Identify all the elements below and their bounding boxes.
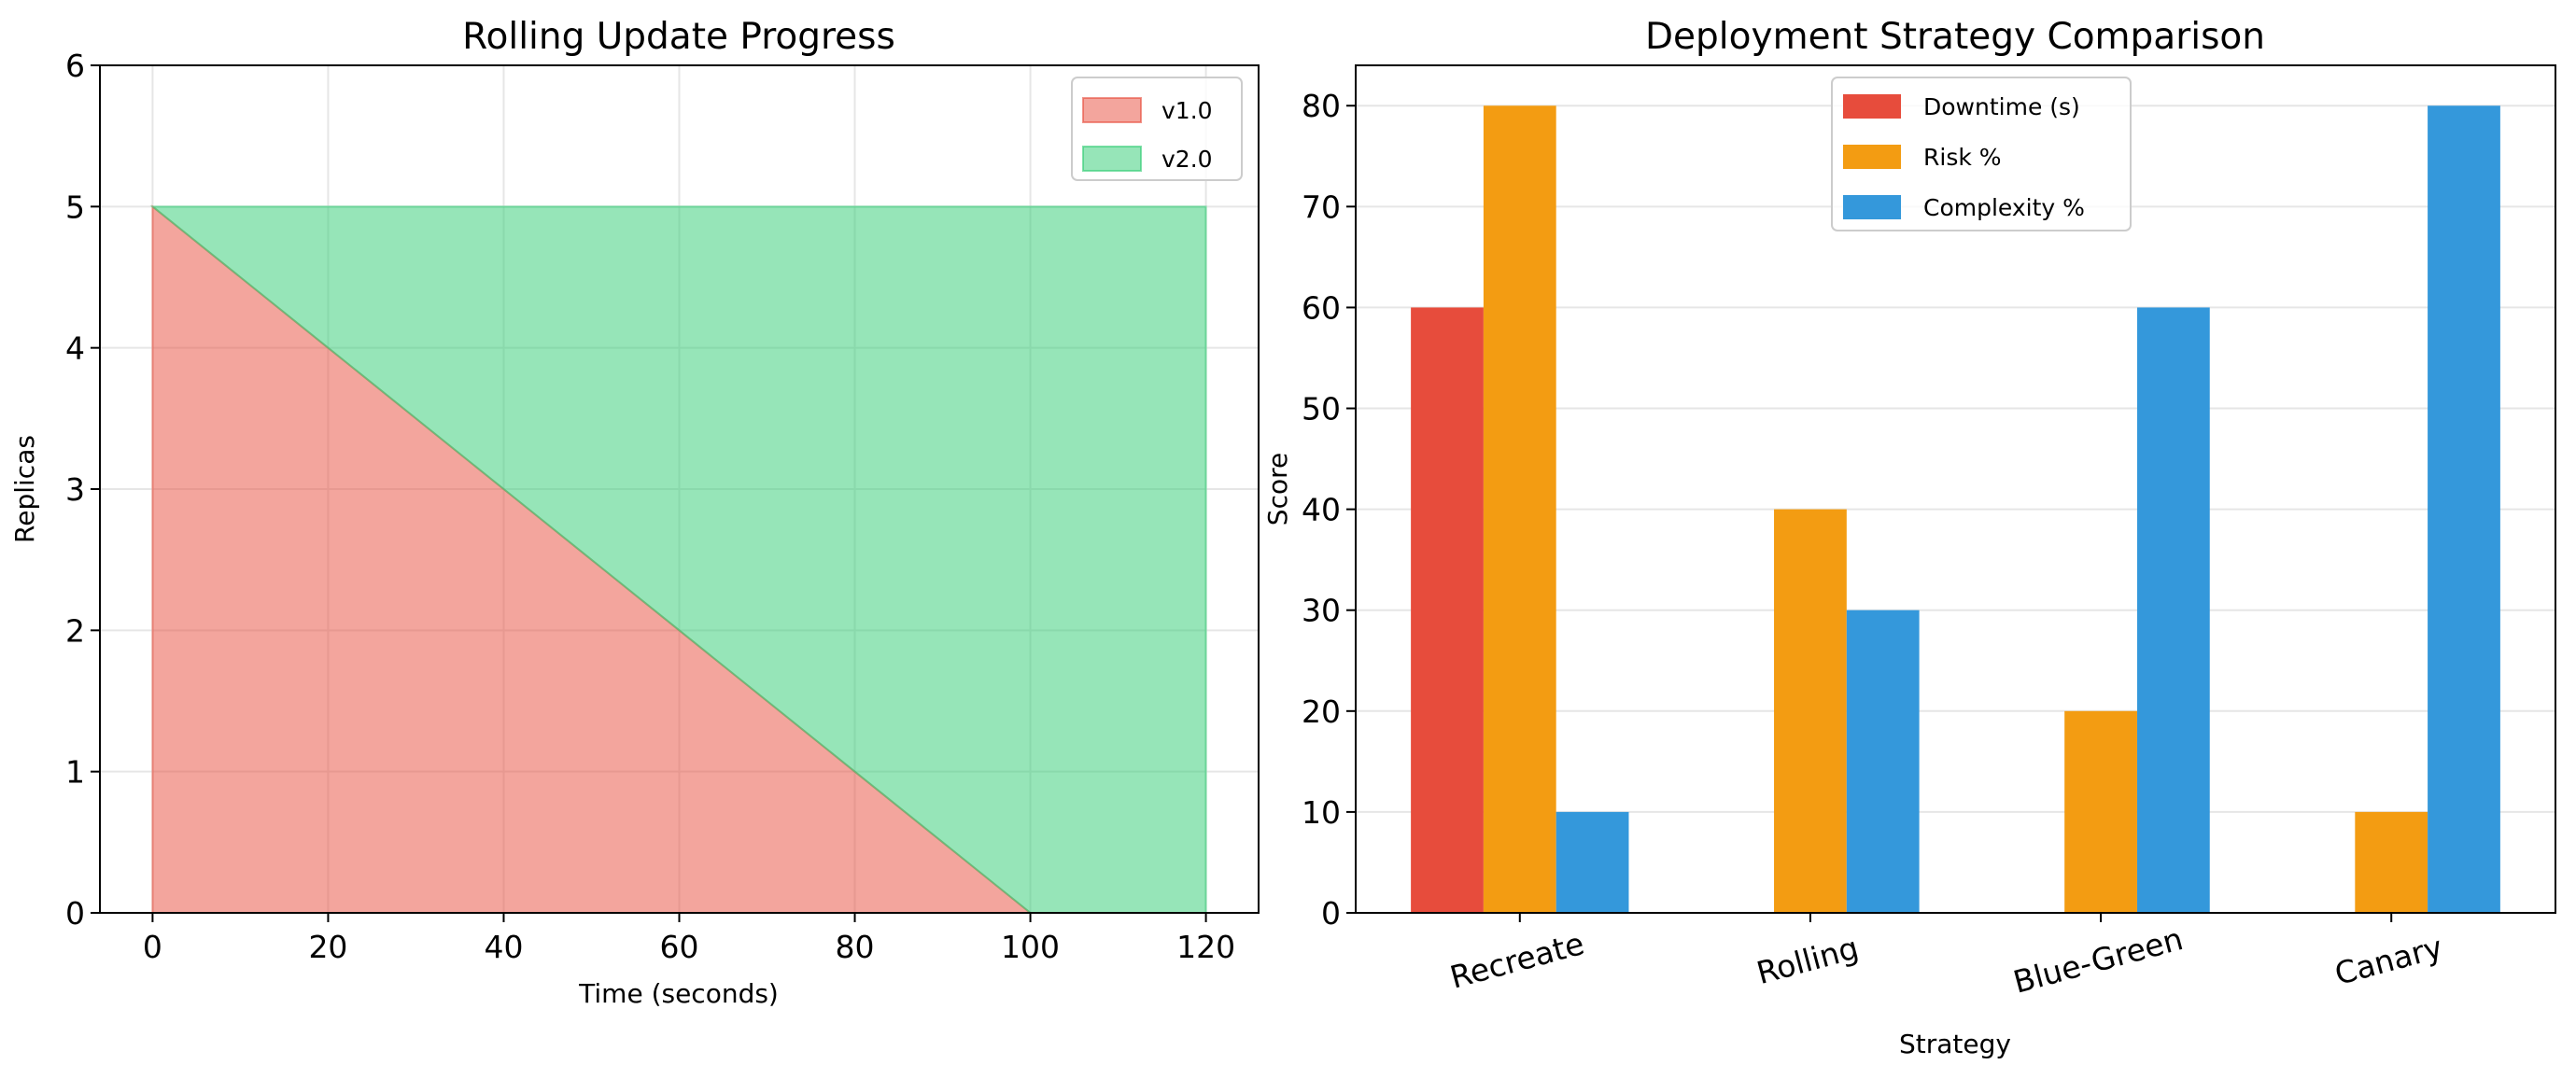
- y-tick-label: 80: [1302, 88, 1341, 124]
- x-tick-label: 80: [836, 929, 875, 965]
- y-tick-label: 2: [65, 612, 85, 649]
- y-tick-label: 50: [1302, 391, 1341, 427]
- x-tick-label: 120: [1176, 929, 1235, 965]
- bar-complexity: [2428, 105, 2500, 913]
- bar-risk: [2355, 811, 2428, 913]
- y-axis-label: Replicas: [9, 435, 40, 543]
- y-tick-label: 70: [1302, 189, 1341, 225]
- legend-box: [1831, 77, 2132, 231]
- x-tick-label: Rolling: [1753, 930, 1862, 991]
- x-tick-label: 40: [484, 929, 523, 965]
- y-tick-label: 0: [65, 895, 85, 932]
- legend-label: Risk %: [1923, 144, 2002, 171]
- y-tick-label: 3: [65, 471, 85, 508]
- bar-risk: [1774, 509, 1847, 913]
- x-tick-label: 60: [660, 929, 699, 965]
- x-axis-label: Time (seconds): [578, 978, 779, 1009]
- legend-label: v1.0: [1161, 97, 1213, 124]
- y-tick-label: 1: [65, 754, 85, 791]
- x-tick-label: 20: [308, 929, 347, 965]
- y-axis-label: Score: [1262, 453, 1293, 525]
- legend-label: Downtime (s): [1923, 93, 2080, 120]
- x-tick-label: Blue-Green: [2009, 920, 2187, 1001]
- y-tick-label: 4: [65, 330, 85, 367]
- legend-swatch: [1843, 145, 1901, 169]
- x-tick-label: 100: [1001, 929, 1060, 965]
- y-tick-label: 6: [65, 48, 85, 84]
- area-v20: [149, 205, 1207, 914]
- legend-swatch: [1082, 146, 1142, 172]
- bar-complexity: [1846, 610, 1920, 913]
- y-tick-label: 0: [1321, 895, 1341, 932]
- bar-complexity: [2136, 307, 2210, 913]
- y-tick-label: 10: [1302, 794, 1341, 831]
- x-tick-label: Recreate: [1446, 925, 1588, 996]
- bar-complexity: [1555, 811, 1629, 913]
- x-axis-label: Strategy: [1899, 1029, 2011, 1059]
- legend-swatch: [1843, 195, 1901, 219]
- y-tick-label: 60: [1302, 289, 1341, 326]
- plot-frame: [99, 64, 1260, 914]
- y-tick-label: 30: [1302, 593, 1341, 629]
- legend-swatch: [1082, 97, 1142, 123]
- y-tick-label: 40: [1302, 492, 1341, 528]
- bar-downtimes: [1411, 307, 1484, 913]
- plot-frame: [1355, 64, 2556, 914]
- bar-risk: [1483, 105, 1556, 913]
- legend-label: v2.0: [1161, 146, 1213, 173]
- chart-title: Rolling Update Progress: [462, 16, 895, 58]
- legend-swatch: [1843, 94, 1901, 119]
- legend-label: Complexity %: [1923, 194, 2085, 221]
- chart-title: Deployment Strategy Comparison: [1645, 16, 2265, 58]
- bar-risk: [2064, 710, 2137, 913]
- y-tick-label: 5: [65, 189, 85, 225]
- y-tick-label: 20: [1302, 694, 1341, 730]
- x-tick-label: Canary: [2330, 929, 2446, 992]
- strategy-comparison-chart: Deployment Strategy Comparison Strategy …: [1262, 16, 2556, 1059]
- x-tick-label: 0: [143, 929, 162, 965]
- rolling-update-chart: Rolling Update Progress Time (seconds) R…: [9, 16, 1260, 1009]
